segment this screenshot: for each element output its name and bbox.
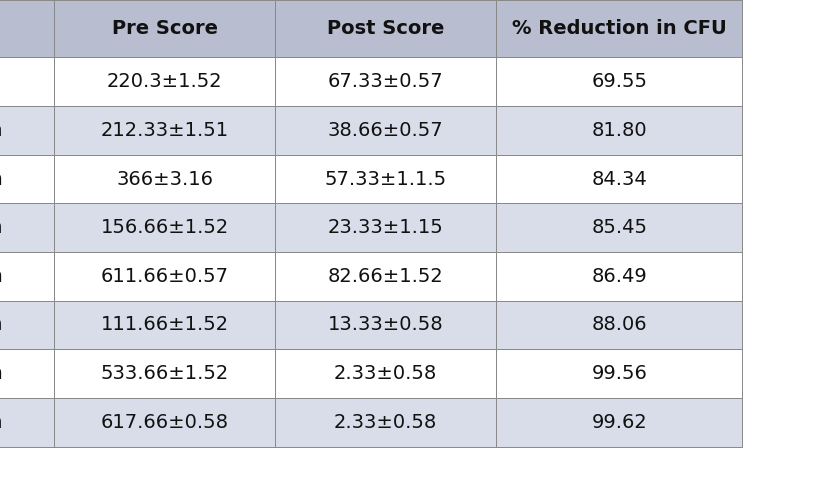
- FancyBboxPatch shape: [0, 155, 54, 204]
- FancyBboxPatch shape: [496, 300, 742, 349]
- FancyBboxPatch shape: [54, 204, 275, 252]
- FancyBboxPatch shape: [275, 57, 496, 106]
- FancyBboxPatch shape: [275, 398, 496, 447]
- FancyBboxPatch shape: [496, 349, 742, 398]
- Text: 25 min: 25 min: [0, 267, 3, 286]
- FancyBboxPatch shape: [54, 349, 275, 398]
- Text: 366±3.16: 366±3.16: [116, 170, 214, 189]
- FancyBboxPatch shape: [496, 57, 742, 106]
- FancyBboxPatch shape: [275, 106, 496, 155]
- FancyBboxPatch shape: [54, 155, 275, 204]
- Text: 99.56: 99.56: [591, 364, 647, 383]
- FancyBboxPatch shape: [496, 106, 742, 155]
- Text: 533.66±1.52: 533.66±1.52: [101, 364, 229, 383]
- FancyBboxPatch shape: [496, 398, 742, 447]
- FancyBboxPatch shape: [496, 155, 742, 204]
- Text: 38.66±0.57: 38.66±0.57: [328, 121, 444, 140]
- Text: Pre Score: Pre Score: [112, 19, 218, 38]
- FancyBboxPatch shape: [54, 252, 275, 300]
- Text: 2.33±0.58: 2.33±0.58: [334, 364, 437, 383]
- FancyBboxPatch shape: [54, 300, 275, 349]
- Text: 611.66±0.57: 611.66±0.57: [101, 267, 229, 286]
- Text: 2.33±0.58: 2.33±0.58: [334, 413, 437, 432]
- FancyBboxPatch shape: [496, 0, 742, 57]
- Text: 85.45: 85.45: [591, 218, 647, 237]
- Text: 99.62: 99.62: [591, 413, 647, 432]
- FancyBboxPatch shape: [275, 155, 496, 204]
- FancyBboxPatch shape: [0, 0, 54, 57]
- Text: 220.3±1.52: 220.3±1.52: [107, 72, 223, 91]
- FancyBboxPatch shape: [0, 252, 54, 300]
- Text: 84.34: 84.34: [591, 170, 647, 189]
- Text: 617.66±0.58: 617.66±0.58: [101, 413, 229, 432]
- FancyBboxPatch shape: [0, 398, 54, 447]
- Text: 69.55: 69.55: [591, 72, 647, 91]
- Text: 15 min: 15 min: [0, 170, 3, 189]
- FancyBboxPatch shape: [0, 300, 54, 349]
- Text: 82.66±1.52: 82.66±1.52: [328, 267, 444, 286]
- FancyBboxPatch shape: [54, 0, 275, 57]
- Text: 88.06: 88.06: [591, 315, 647, 334]
- FancyBboxPatch shape: [0, 106, 54, 155]
- FancyBboxPatch shape: [275, 204, 496, 252]
- FancyBboxPatch shape: [0, 57, 54, 106]
- FancyBboxPatch shape: [275, 252, 496, 300]
- Text: 35 min: 35 min: [0, 364, 3, 383]
- FancyBboxPatch shape: [54, 106, 275, 155]
- FancyBboxPatch shape: [275, 349, 496, 398]
- Text: 13.33±0.58: 13.33±0.58: [328, 315, 444, 334]
- FancyBboxPatch shape: [54, 398, 275, 447]
- Text: Post Score: Post Score: [327, 19, 445, 38]
- Text: % Reduction in CFU: % Reduction in CFU: [512, 19, 726, 38]
- FancyBboxPatch shape: [496, 252, 742, 300]
- Text: 20 min: 20 min: [0, 218, 3, 237]
- Text: 57.33±1.1.5: 57.33±1.1.5: [324, 170, 447, 189]
- Text: 111.66±1.52: 111.66±1.52: [101, 315, 229, 334]
- FancyBboxPatch shape: [275, 300, 496, 349]
- FancyBboxPatch shape: [0, 204, 54, 252]
- Text: 23.33±1.15: 23.33±1.15: [328, 218, 444, 237]
- FancyBboxPatch shape: [496, 204, 742, 252]
- Text: 81.80: 81.80: [591, 121, 647, 140]
- Text: 67.33±0.57: 67.33±0.57: [328, 72, 444, 91]
- Text: 212.33±1.51: 212.33±1.51: [101, 121, 229, 140]
- Text: 10 min: 10 min: [0, 121, 3, 140]
- FancyBboxPatch shape: [0, 349, 54, 398]
- Text: 86.49: 86.49: [591, 267, 647, 286]
- Text: 40 min: 40 min: [0, 413, 3, 432]
- FancyBboxPatch shape: [275, 0, 496, 57]
- Text: 30 min: 30 min: [0, 315, 3, 334]
- Text: 156.66±1.52: 156.66±1.52: [101, 218, 229, 237]
- FancyBboxPatch shape: [54, 57, 275, 106]
